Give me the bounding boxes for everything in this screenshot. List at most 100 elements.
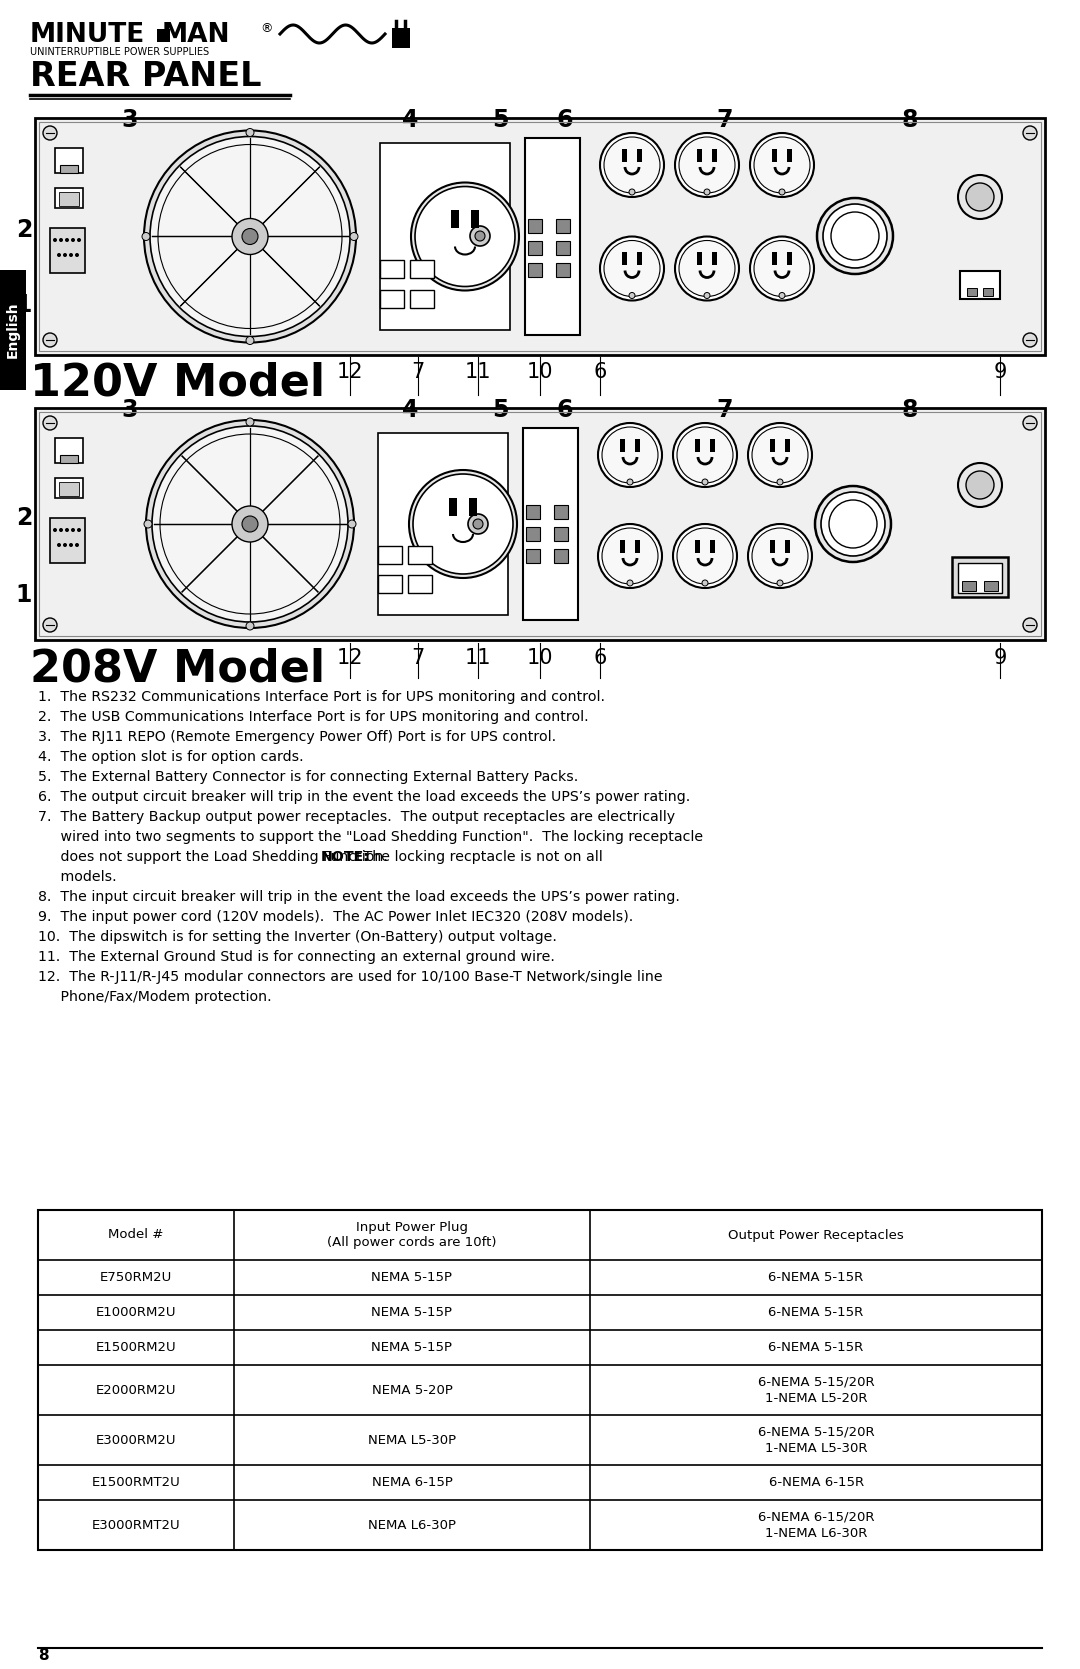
Bar (710, 541, 715, 552)
Circle shape (604, 137, 660, 194)
Text: UNINTERRUPTIBLE POWER SUPPLIES: UNINTERRUPTIBLE POWER SUPPLIES (30, 47, 210, 57)
Bar (556, 240, 570, 255)
Text: 1-NEMA L5-20R: 1-NEMA L5-20R (765, 1392, 867, 1405)
Text: 8.  The input circuit breaker will trip in the event the load exceeds the UPS’s : 8. The input circuit breaker will trip i… (38, 890, 680, 905)
Bar (55, 149, 83, 174)
Text: E3000RMT2U: E3000RMT2U (92, 1519, 180, 1532)
Bar (770, 541, 775, 552)
Bar (55, 477, 83, 497)
Circle shape (677, 427, 733, 482)
Circle shape (246, 623, 254, 629)
Bar (962, 581, 976, 591)
Circle shape (604, 240, 660, 297)
Text: 1: 1 (15, 294, 32, 317)
Circle shape (57, 542, 60, 547)
Circle shape (673, 524, 737, 587)
Circle shape (152, 426, 348, 623)
Text: 6.  The output circuit breaker will trip in the event the load exceeds the UPS’s: 6. The output circuit breaker will trip … (38, 789, 690, 804)
Circle shape (75, 542, 79, 547)
Circle shape (246, 417, 254, 426)
Text: 6-NEMA 5-15/20R: 6-NEMA 5-15/20R (758, 1375, 875, 1389)
Circle shape (69, 254, 73, 257)
Circle shape (823, 204, 887, 269)
Text: 6-NEMA 5-15R: 6-NEMA 5-15R (769, 1272, 864, 1283)
Text: 11: 11 (464, 362, 491, 382)
Bar (772, 252, 777, 265)
Bar (526, 527, 540, 541)
Bar (0, 270, 26, 391)
Text: Input Power Plug: Input Power Plug (356, 1222, 468, 1233)
Text: 1: 1 (15, 582, 32, 608)
Bar (556, 264, 570, 277)
Bar (526, 549, 540, 562)
Circle shape (752, 427, 808, 482)
Circle shape (468, 514, 488, 534)
Text: 6: 6 (593, 362, 607, 382)
Bar (772, 149, 777, 162)
Bar (622, 252, 627, 265)
Bar (410, 289, 434, 307)
Bar (620, 439, 625, 452)
Text: 2: 2 (15, 506, 32, 531)
Circle shape (63, 254, 67, 257)
Bar (984, 581, 998, 591)
Circle shape (779, 292, 785, 299)
Text: E1500RMT2U: E1500RMT2U (92, 1475, 180, 1489)
Circle shape (702, 479, 708, 486)
Circle shape (415, 187, 515, 287)
Circle shape (77, 239, 81, 242)
Text: 6-NEMA 5-15R: 6-NEMA 5-15R (769, 1307, 864, 1319)
Bar (697, 149, 702, 162)
Text: NEMA 5-15P: NEMA 5-15P (372, 1272, 453, 1283)
Circle shape (600, 134, 664, 197)
Circle shape (602, 527, 658, 584)
Bar (469, 497, 477, 516)
Bar (35, 407, 1045, 639)
Circle shape (65, 239, 69, 242)
Circle shape (475, 230, 485, 240)
Bar (55, 437, 83, 462)
Bar (554, 506, 568, 519)
Text: NEMA L5-30P: NEMA L5-30P (368, 1434, 456, 1447)
Bar (449, 497, 457, 516)
Bar (35, 118, 1045, 355)
Circle shape (59, 239, 63, 242)
Circle shape (413, 474, 513, 574)
Bar (528, 264, 542, 277)
Circle shape (779, 189, 785, 195)
Circle shape (411, 182, 519, 290)
Circle shape (754, 240, 810, 297)
Bar (710, 439, 715, 452)
Text: 1-NEMA L5-30R: 1-NEMA L5-30R (765, 1442, 867, 1454)
Circle shape (629, 292, 635, 299)
Text: 9: 9 (994, 648, 1007, 668)
Text: NEMA 6-15P: NEMA 6-15P (372, 1475, 453, 1489)
Circle shape (232, 219, 268, 254)
Circle shape (141, 232, 150, 240)
Circle shape (348, 521, 356, 527)
Circle shape (777, 581, 783, 586)
Bar (39, 122, 1041, 350)
Bar (451, 210, 459, 229)
Circle shape (242, 229, 258, 244)
Circle shape (65, 527, 69, 532)
Circle shape (754, 137, 810, 194)
Circle shape (627, 479, 633, 486)
Circle shape (679, 240, 735, 297)
Circle shape (246, 129, 254, 137)
Circle shape (77, 527, 81, 532)
Bar (697, 252, 702, 265)
Bar (378, 432, 508, 614)
Bar (787, 252, 792, 265)
Circle shape (602, 427, 658, 482)
Text: NEMA 5-15P: NEMA 5-15P (372, 1340, 453, 1354)
Text: 8: 8 (38, 1647, 49, 1662)
Text: 7: 7 (411, 362, 424, 382)
Circle shape (750, 134, 814, 197)
Bar (380, 144, 510, 330)
Bar (554, 527, 568, 541)
Bar (392, 28, 410, 48)
Circle shape (43, 125, 57, 140)
Circle shape (677, 527, 733, 584)
Circle shape (69, 542, 73, 547)
